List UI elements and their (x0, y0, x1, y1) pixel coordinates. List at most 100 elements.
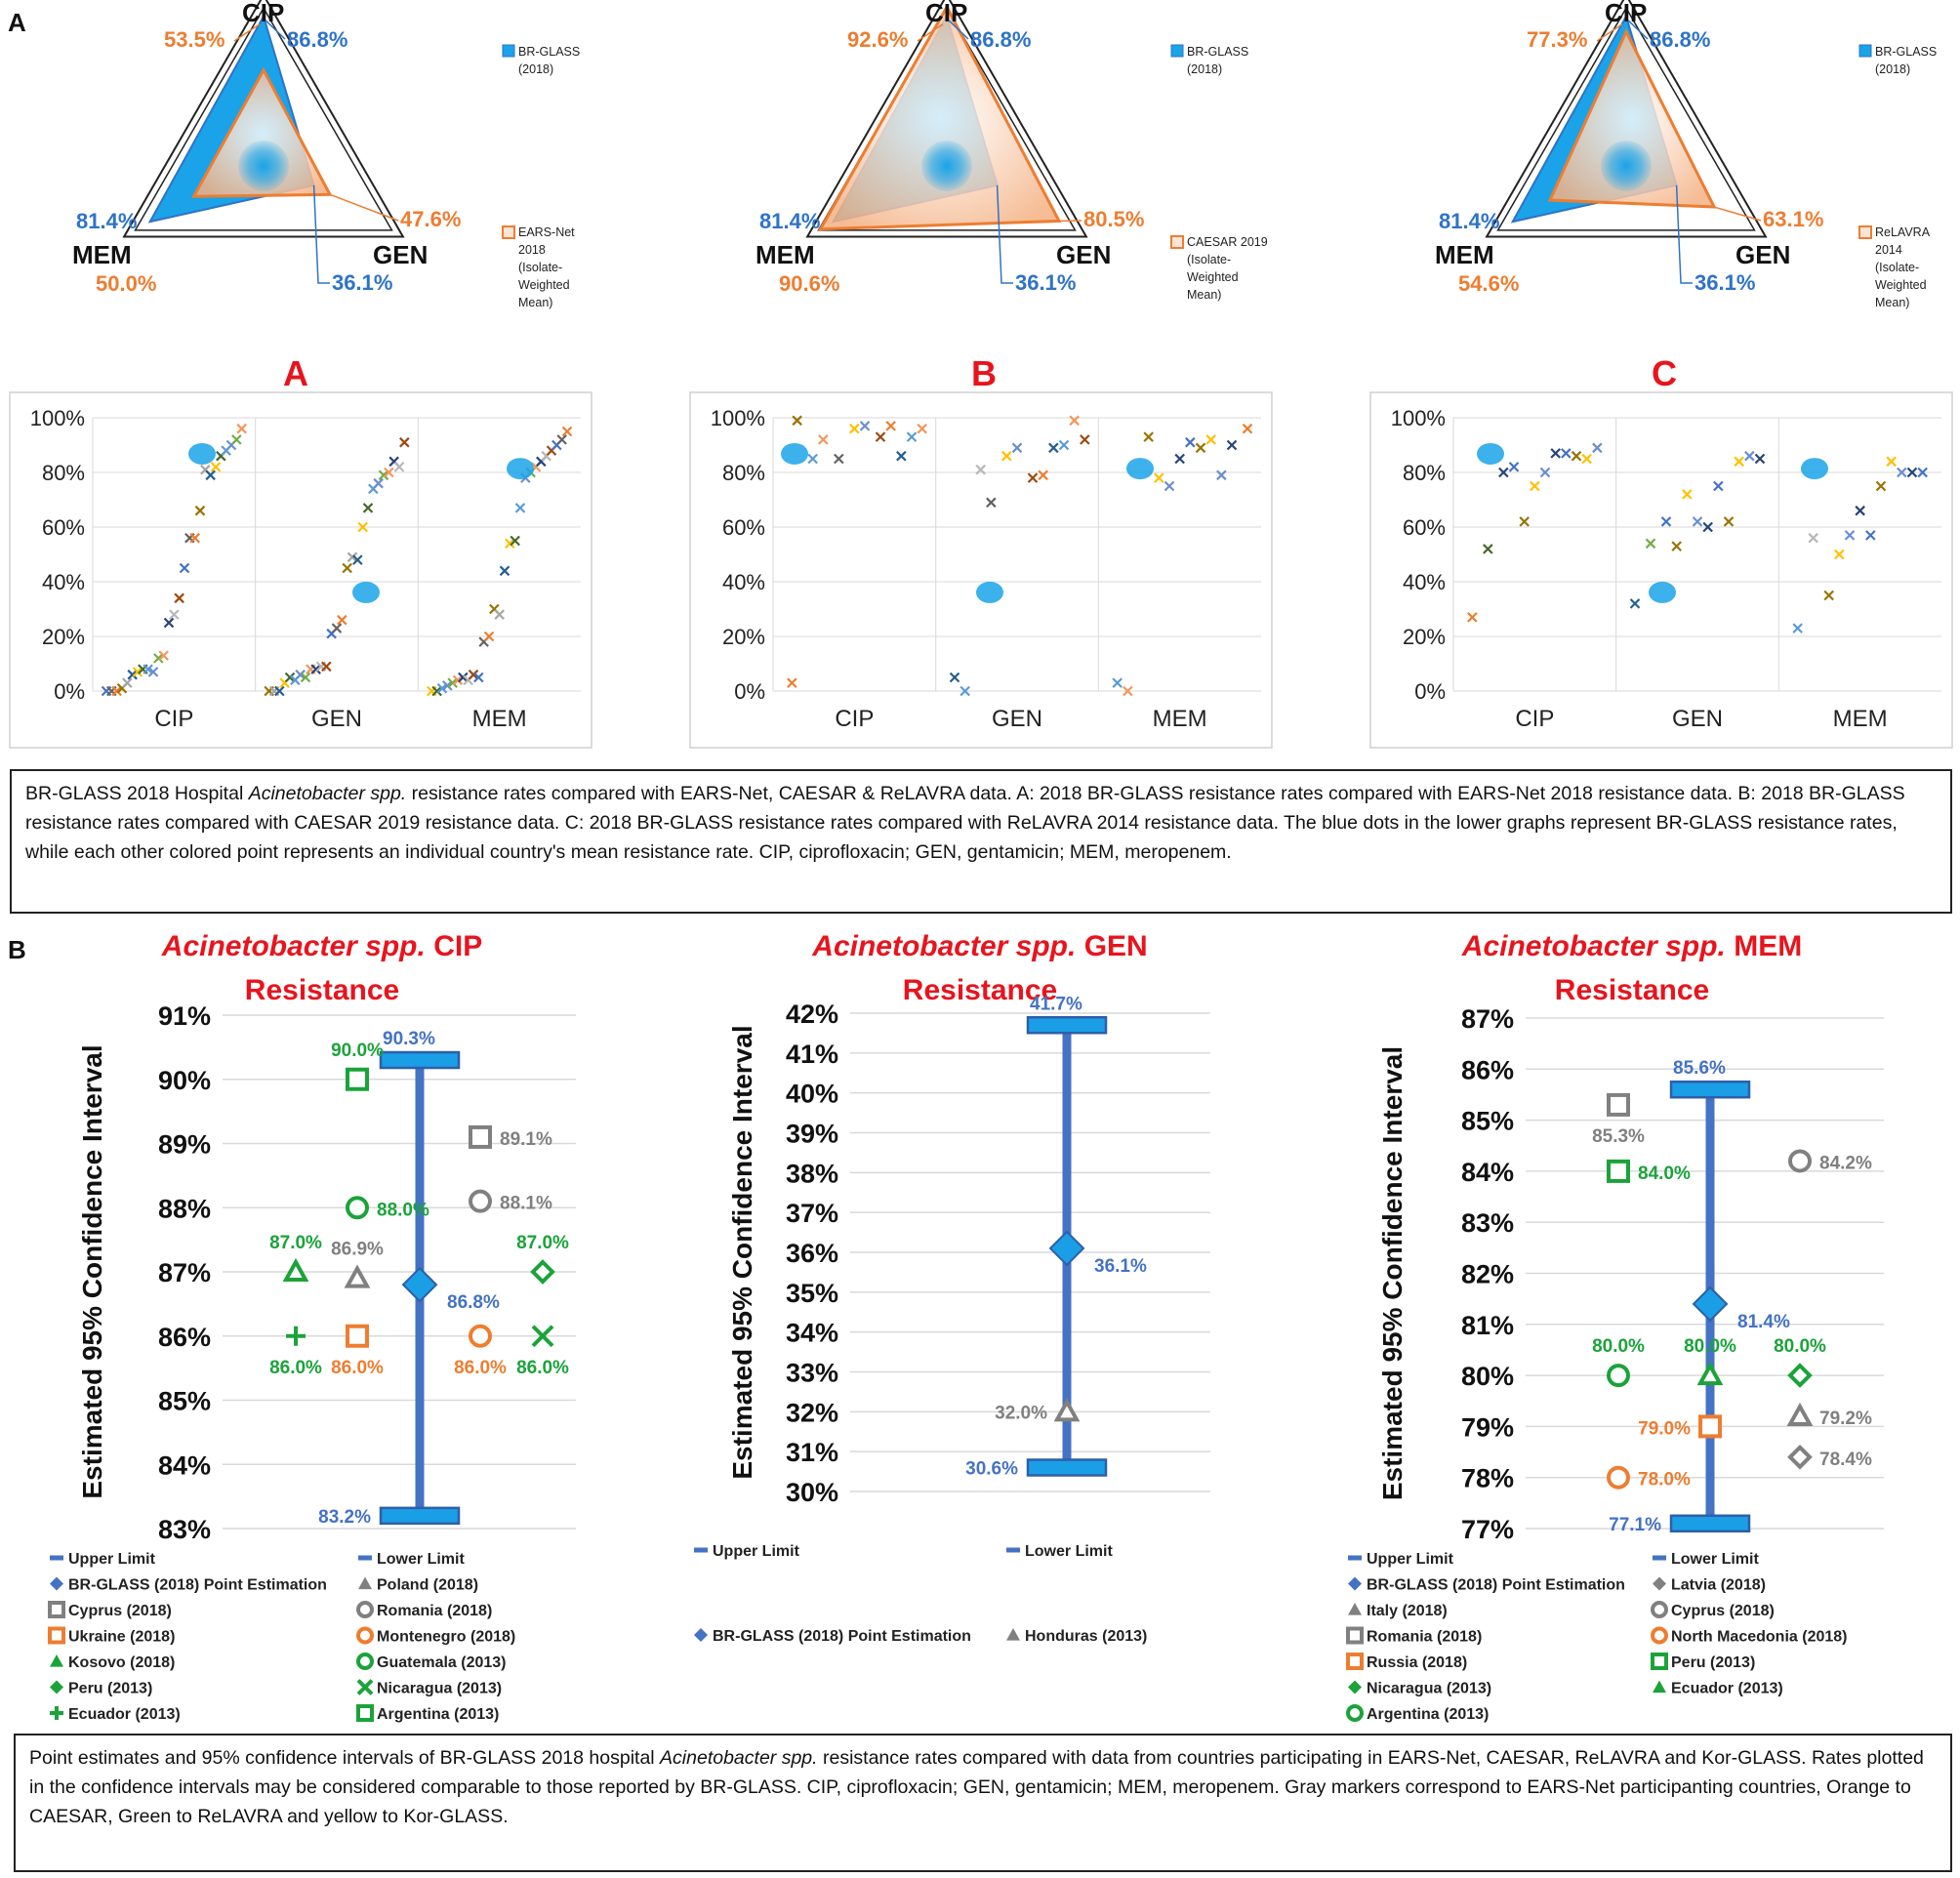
ci-upper-limit-cap (1669, 1080, 1751, 1099)
radar-legend-comparison-text: 2018 (518, 243, 546, 257)
radar-a: CIP GEN MEM 53.5% 86.8% 47.6% 36.1% 81.4% 50.0% B… (72, 0, 580, 309)
scatter-country-point (384, 467, 394, 478)
scatter-y-tick-label: 60% (42, 515, 85, 540)
ci-legend-marker (1651, 1653, 1668, 1670)
scatter-country-point (1185, 436, 1196, 448)
ci-legend-label: North Macedonia (2018) (1671, 1629, 1847, 1646)
ci-country-marker (344, 1264, 371, 1288)
ci-country-marker (469, 1124, 492, 1149)
ci-y-tick-label: 40% (786, 1080, 838, 1109)
scatter-x-tick-label: MEM (472, 706, 527, 732)
ci-point-estimate (401, 1266, 438, 1303)
ci-lower-label: 83.2% (318, 1507, 371, 1528)
scatter-country-point (1226, 439, 1238, 451)
ci-gen: Acinetobacter spp. GEN Resistance 30% 31% 32… (694, 930, 1210, 1645)
ci-legend-marker (1346, 1626, 1364, 1645)
ci-country-marker (1787, 1444, 1813, 1470)
ci-legend-label: Cyprus (2018) (68, 1603, 172, 1619)
ci-legend-label: Nicaragua (2013) (377, 1681, 502, 1697)
ci-cip: Acinetobacter spp. CIP Resistance 83% 84% 85… (48, 930, 576, 1723)
scatter-country-point (373, 477, 384, 489)
ci-legend-label: BR-GLASS (2018) Point Estimation (1367, 1577, 1625, 1594)
scatter-country-point (310, 664, 321, 674)
caption-b-text-2: resistance rates compared with data from… (29, 1747, 1924, 1827)
scatter-country-point (1467, 612, 1478, 623)
scatter-country-point (1734, 456, 1744, 468)
radar-legend-brglass-text: (2018) (1875, 62, 1910, 76)
radar-axis-label-cip: CIP (242, 0, 284, 27)
ci-upper-label: 41.7% (1030, 994, 1082, 1014)
ci-y-tick-label: 36% (786, 1239, 838, 1268)
ci-legend-marker (48, 1601, 65, 1618)
scatter-country-point (205, 470, 216, 481)
ci-country-marker-label: 88.1% (500, 1194, 552, 1214)
scatter-country-point (436, 682, 448, 694)
ci-y-tick-label: 30% (786, 1478, 838, 1507)
ci-legend-marker (50, 1555, 63, 1561)
scatter-country-point (1682, 489, 1693, 500)
ci-lower-limit-cap (1669, 1514, 1751, 1533)
ci-legend-label: Argentina (2013) (377, 1706, 499, 1723)
radar-b: CIP GEN MEM 92.6% 86.8% 80.5% 36.1% 81.4% 90.6% B… (755, 0, 1268, 302)
scatter-country-point (1143, 431, 1154, 442)
ci-country-marker (531, 1325, 554, 1348)
ci-title-italic: Acinetobacter spp. (1461, 930, 1734, 962)
radar-legend-brglass-text: BR-GLASS (1875, 45, 1937, 59)
ci-legend-label: Lower Limit (1025, 1543, 1113, 1560)
scatter-country-point (295, 669, 306, 680)
ci-legend-marker (50, 1654, 63, 1667)
scatter-country-point (174, 592, 184, 604)
radar-axis-label-gen: GEN (1735, 240, 1790, 269)
radar-legend-comparison-text: Weighted (518, 278, 570, 292)
ci-lower-limit-cap (379, 1506, 461, 1526)
scatter-country-point (1744, 450, 1755, 462)
ci-lower-limit-cap (1026, 1458, 1108, 1477)
scatter-brglass-point (1477, 442, 1504, 465)
ci-legend-marker (50, 1576, 63, 1591)
ci-point-estimate (1048, 1230, 1085, 1267)
ci-point-label: 36.1% (1094, 1256, 1147, 1277)
scatter-country-point (1834, 549, 1845, 560)
scatter-country-point (169, 609, 180, 620)
ci-y-tick-label: 38% (786, 1159, 838, 1188)
radar-legend-comparison-text: (Isolate- (1187, 253, 1231, 266)
radar-frame-outer (1485, 0, 1768, 238)
radar-value-gen-comparison: 47.6% (400, 207, 461, 231)
ci-chart-title-line2: Resistance (245, 974, 399, 1006)
scatter-x-tick-label: GEN (992, 706, 1042, 732)
scatter-country-point (1865, 530, 1876, 541)
scatter-country-point (556, 434, 567, 445)
ci-point-label: 81.4% (1737, 1312, 1790, 1332)
ci-y-tick-label: 86% (158, 1323, 211, 1352)
scatter-country-point (1164, 480, 1175, 492)
scatter-country-point (787, 677, 797, 688)
ci-legend-marker (48, 1626, 65, 1645)
ci-country-marker-label: 80.0% (1592, 1336, 1645, 1357)
scatter-country-point (362, 503, 374, 513)
ci-legend-label: Russia (2018) (1367, 1654, 1467, 1671)
scatter-country-point (1048, 442, 1059, 454)
radar-legend-brglass-swatch (1858, 44, 1872, 58)
scatter-x-tick-label: MEM (1153, 706, 1207, 732)
scatter-country-point (210, 462, 222, 472)
scatter-country-point (1069, 415, 1080, 427)
ci-chart-title-line2: Resistance (903, 974, 1057, 1006)
ci-y-tick-label: 86% (1461, 1055, 1514, 1084)
scatter-country-point (231, 434, 242, 445)
ci-point-label: 86.8% (447, 1292, 500, 1313)
ci-legend-label: Argentina (2013) (1367, 1706, 1489, 1723)
scatter-country-point (179, 562, 190, 574)
scatter-y-tick-label: 80% (722, 461, 765, 485)
ci-legend-marker (1348, 1680, 1362, 1694)
radar-legend-comparison-text: Mean) (1875, 296, 1909, 309)
radar-axis-label-gen: GEN (373, 240, 428, 269)
radar-value-gen-brglass: 36.1% (332, 270, 392, 295)
radar-frame-inner (1496, 6, 1756, 231)
ci-legend-marker (1006, 1628, 1020, 1641)
scatter-y-tick-label: 40% (722, 570, 765, 594)
scatter-country-point (1629, 598, 1641, 609)
ci-country-marker (1607, 1364, 1630, 1388)
ci-y-tick-label: 33% (786, 1359, 838, 1388)
ci-legend-label: Peru (2013) (68, 1681, 152, 1697)
